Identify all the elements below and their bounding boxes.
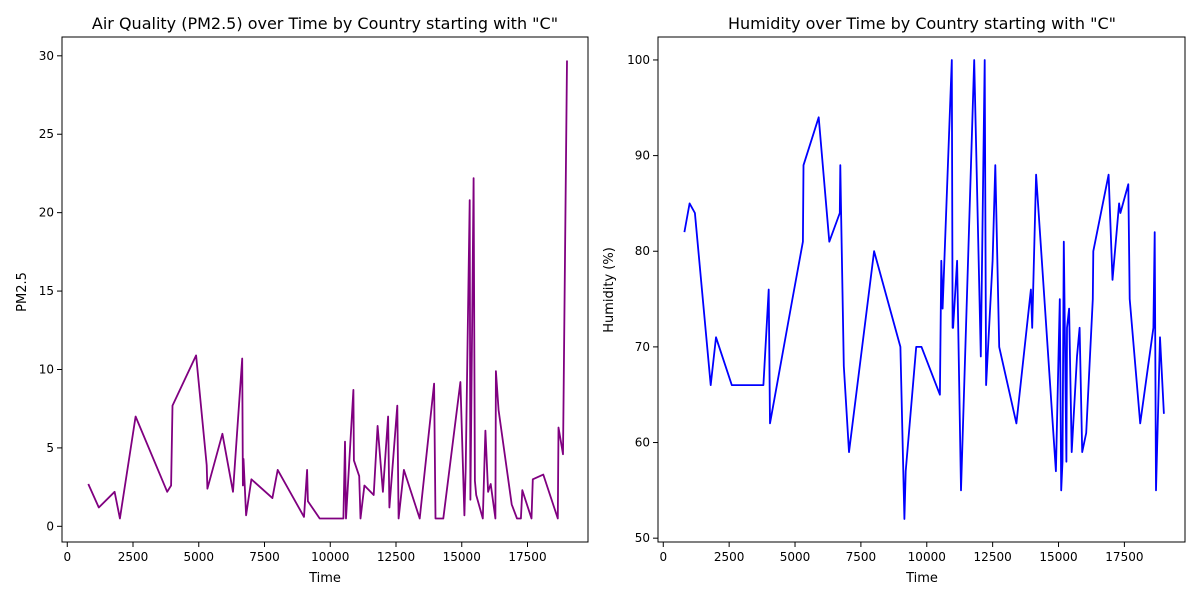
x-tick-label: 5000 bbox=[780, 550, 811, 564]
y-tick-label: 80 bbox=[635, 244, 650, 258]
y-tick-label: 90 bbox=[635, 149, 650, 163]
x-tick-label: 2500 bbox=[714, 550, 745, 564]
y-tick-label: 0 bbox=[46, 519, 54, 533]
chart-title: Air Quality (PM2.5) over Time by Country… bbox=[92, 14, 558, 33]
tick-group: 0 2500 5000 7500 10000 12500 15000 17500 50 60 70 8… bbox=[627, 53, 1143, 564]
y-tick-label: 25 bbox=[39, 127, 54, 141]
x-tick-label: 17500 bbox=[1105, 550, 1143, 564]
y-tick-label: 50 bbox=[635, 531, 650, 545]
x-tick-label: 17500 bbox=[508, 550, 546, 564]
x-tick-label: 15000 bbox=[443, 550, 481, 564]
x-tick-label: 5000 bbox=[183, 550, 214, 564]
x-tick-label: 12500 bbox=[974, 550, 1012, 564]
x-tick-label: 7500 bbox=[249, 550, 280, 564]
y-tick-label: 60 bbox=[635, 436, 650, 450]
chart-title: Humidity over Time by Country starting w… bbox=[728, 14, 1116, 33]
plot-frame bbox=[657, 36, 1186, 543]
plot-frame bbox=[61, 36, 589, 543]
x-tick-label: 10000 bbox=[908, 550, 946, 564]
x-tick-label: 2500 bbox=[118, 550, 149, 564]
humidity-chart: Humidity over Time by Country starting w… bbox=[602, 14, 1186, 586]
y-tick-label: 100 bbox=[627, 53, 650, 67]
x-tick-label: 15000 bbox=[1039, 550, 1077, 564]
series-line bbox=[683, 59, 1165, 520]
x-tick-label: 12500 bbox=[377, 550, 415, 564]
x-tick-label: 10000 bbox=[311, 550, 349, 564]
y-tick-label: 15 bbox=[39, 284, 54, 298]
tick-group: 0 2500 5000 7500 10000 12500 15000 17500 0 5 10 15 2… bbox=[39, 49, 547, 564]
x-tick-label: 0 bbox=[659, 550, 667, 564]
x-tick-label: 7500 bbox=[846, 550, 877, 564]
y-tick-label: 30 bbox=[39, 49, 54, 63]
x-axis-label: Time bbox=[905, 571, 938, 586]
y-tick-label: 20 bbox=[39, 206, 54, 220]
y-axis-label: PM2.5 bbox=[15, 272, 30, 312]
series-group bbox=[87, 60, 568, 520]
y-tick-label: 70 bbox=[635, 340, 650, 354]
x-tick-label: 0 bbox=[63, 550, 71, 564]
series-line bbox=[87, 60, 568, 520]
y-tick-label: 10 bbox=[39, 362, 54, 376]
pm25-chart: Air Quality (PM2.5) over Time by Country… bbox=[15, 14, 589, 586]
y-tick-label: 5 bbox=[46, 441, 54, 455]
y-axis-label: Humidity (%) bbox=[602, 247, 617, 333]
series-group bbox=[683, 59, 1165, 520]
x-axis-label: Time bbox=[308, 571, 341, 586]
